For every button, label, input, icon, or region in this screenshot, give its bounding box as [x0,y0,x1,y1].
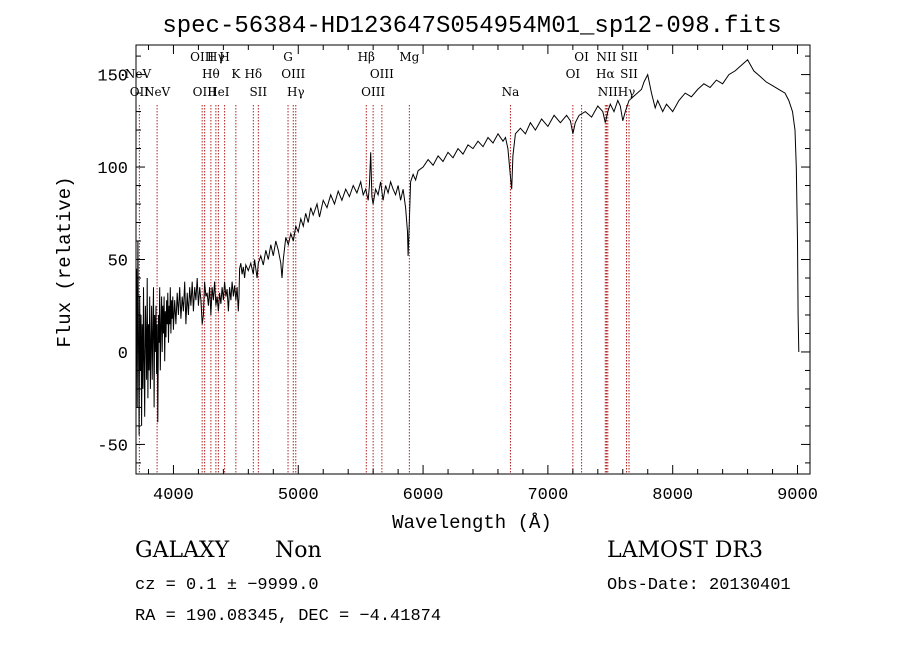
x-tick-label: 8000 [652,486,693,505]
line-marker-label: OIII [193,85,217,99]
line-marker-label: Hα [596,67,615,81]
y-tick-label: 100 [97,160,128,179]
line-marker-label: SII [620,67,638,81]
line-marker-label: Hδ [244,67,262,81]
line-marker-label: Hθ [202,67,220,81]
line-marker-label: OIII [361,85,385,99]
line-marker-label: Hγ [287,85,305,99]
line-marker-label: NeV [125,67,152,81]
x-tick-label: 4000 [153,486,194,505]
y-tick-label: 50 [108,253,128,272]
line-marker-label: HeI [207,85,230,99]
x-tick-label: 9000 [777,486,818,505]
line-marker-label: NII [597,50,617,64]
line-marker-label: Hβ [358,50,375,64]
x-tick-label: 6000 [403,486,444,505]
survey-name: LAMOST DR3 [607,538,763,563]
x-tick-label: 7000 [527,486,568,505]
line-marker-label: OI [574,50,589,64]
line-marker-label: Mg [399,50,419,64]
line-marker-label: Hγ [207,50,225,64]
line-marker-label: OII [130,85,150,99]
coordinates-readout: RA = 190.08345, DEC = −4.41874 [135,607,441,626]
y-axis-label: Flux (relative) [54,176,76,347]
line-marker-label: OIII [190,50,214,64]
line-marker-label: OI [566,67,581,81]
chart-title: spec-56384-HD123647S054954M01_sp12-098.f… [162,13,781,40]
object-subclass: Non [275,538,322,563]
line-marker-label: NeV [144,85,171,99]
line-marker-label: OIII [370,67,394,81]
x-axis-label: Wavelength (Å) [392,512,552,534]
line-marker-label: K [231,67,241,81]
line-marker-label: Na [502,85,520,99]
plot-frame [135,44,811,475]
spectrum-line [135,59,800,436]
redshift-readout: cz = 0.1 ± −9999.0 [135,576,319,595]
line-marker-label: Hγ [618,85,636,99]
line-marker-label: SII [249,85,267,99]
y-tick-label: 150 [97,68,128,87]
y-tick-label: 0 [118,345,128,364]
line-marker-label: G [283,50,293,64]
x-axis-ticks: 4000 5000 6000 7000 8000 9000 [147,45,818,505]
observation-date: Obs-Date: 20130401 [607,576,791,595]
line-marker-label: OIII [281,67,305,81]
line-marker-label: NII [598,85,618,99]
x-tick-label: 5000 [278,486,319,505]
y-tick-label: -50 [97,437,128,456]
line-marker-label: H [219,50,229,64]
emission-line-markers [138,105,630,474]
line-marker-label: SII [620,50,638,64]
object-class: GALAXY [135,538,230,563]
y-axis-ticks: -50 0 50 100 150 [97,55,810,464]
